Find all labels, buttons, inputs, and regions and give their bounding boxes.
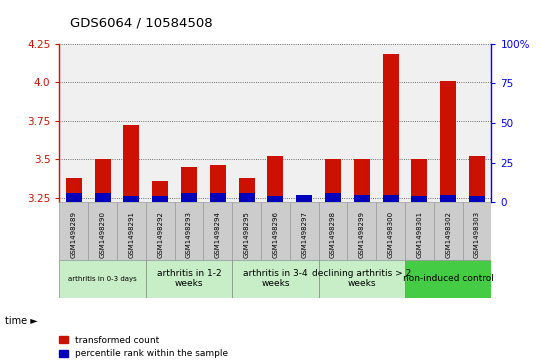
Text: GSM1498301: GSM1498301 xyxy=(416,211,422,258)
FancyBboxPatch shape xyxy=(88,203,117,260)
Bar xyxy=(94,159,111,203)
Bar xyxy=(296,195,312,203)
FancyBboxPatch shape xyxy=(347,203,376,260)
Text: GSM1498290: GSM1498290 xyxy=(99,211,106,258)
Bar xyxy=(181,167,197,203)
Text: GSM1498289: GSM1498289 xyxy=(71,211,77,258)
FancyBboxPatch shape xyxy=(117,203,146,260)
FancyBboxPatch shape xyxy=(319,260,405,298)
Bar xyxy=(440,195,456,203)
Bar xyxy=(411,159,427,203)
Bar xyxy=(296,196,312,203)
Text: GSM1498303: GSM1498303 xyxy=(474,211,480,258)
Bar xyxy=(267,196,284,203)
Bar xyxy=(354,159,370,203)
Text: GSM1498299: GSM1498299 xyxy=(359,211,365,258)
FancyBboxPatch shape xyxy=(59,260,146,298)
Text: GSM1498302: GSM1498302 xyxy=(445,211,451,258)
Text: GSM1498300: GSM1498300 xyxy=(388,211,394,258)
Text: arthritis in 1-2
weeks: arthritis in 1-2 weeks xyxy=(157,269,221,288)
FancyBboxPatch shape xyxy=(290,203,319,260)
Bar xyxy=(152,181,168,203)
Bar xyxy=(66,178,82,203)
FancyBboxPatch shape xyxy=(463,203,491,260)
Text: non-induced control: non-induced control xyxy=(403,274,494,283)
Bar xyxy=(383,54,399,203)
FancyBboxPatch shape xyxy=(174,203,204,260)
Bar xyxy=(411,196,427,203)
Bar xyxy=(469,156,485,203)
Bar xyxy=(440,81,456,203)
Text: GSM1498291: GSM1498291 xyxy=(129,211,134,258)
Bar xyxy=(210,193,226,203)
Bar xyxy=(124,196,139,203)
Text: declining arthritis > 2
weeks: declining arthritis > 2 weeks xyxy=(312,269,411,288)
Text: GSM1498295: GSM1498295 xyxy=(244,211,249,258)
Bar xyxy=(354,195,370,203)
Bar xyxy=(152,196,168,203)
Bar xyxy=(383,195,399,203)
FancyBboxPatch shape xyxy=(405,260,491,298)
Bar xyxy=(267,156,284,203)
FancyBboxPatch shape xyxy=(261,203,290,260)
Text: time ►: time ► xyxy=(5,316,38,326)
Bar xyxy=(325,159,341,203)
Text: GSM1498293: GSM1498293 xyxy=(186,211,192,258)
FancyBboxPatch shape xyxy=(405,203,434,260)
Bar xyxy=(469,196,485,203)
Text: arthritis in 3-4
weeks: arthritis in 3-4 weeks xyxy=(243,269,308,288)
FancyBboxPatch shape xyxy=(232,203,261,260)
FancyBboxPatch shape xyxy=(434,203,463,260)
Bar xyxy=(181,193,197,203)
Bar xyxy=(66,193,82,203)
Text: GSM1498292: GSM1498292 xyxy=(157,211,163,258)
Text: GDS6064 / 10584508: GDS6064 / 10584508 xyxy=(70,16,213,29)
FancyBboxPatch shape xyxy=(59,203,88,260)
FancyBboxPatch shape xyxy=(232,260,319,298)
FancyBboxPatch shape xyxy=(146,203,174,260)
Text: GSM1498296: GSM1498296 xyxy=(272,211,279,258)
Bar xyxy=(94,193,111,203)
Text: GSM1498298: GSM1498298 xyxy=(330,211,336,258)
Text: GSM1498294: GSM1498294 xyxy=(215,211,221,258)
Legend: transformed count, percentile rank within the sample: transformed count, percentile rank withi… xyxy=(58,336,228,359)
FancyBboxPatch shape xyxy=(319,203,347,260)
Bar xyxy=(210,166,226,203)
FancyBboxPatch shape xyxy=(376,203,405,260)
Bar xyxy=(239,193,254,203)
Text: arthritis in 0-3 days: arthritis in 0-3 days xyxy=(68,276,137,282)
FancyBboxPatch shape xyxy=(146,260,232,298)
FancyBboxPatch shape xyxy=(204,203,232,260)
Bar xyxy=(325,193,341,203)
Bar xyxy=(239,178,254,203)
Bar xyxy=(124,125,139,203)
Text: GSM1498297: GSM1498297 xyxy=(301,211,307,258)
